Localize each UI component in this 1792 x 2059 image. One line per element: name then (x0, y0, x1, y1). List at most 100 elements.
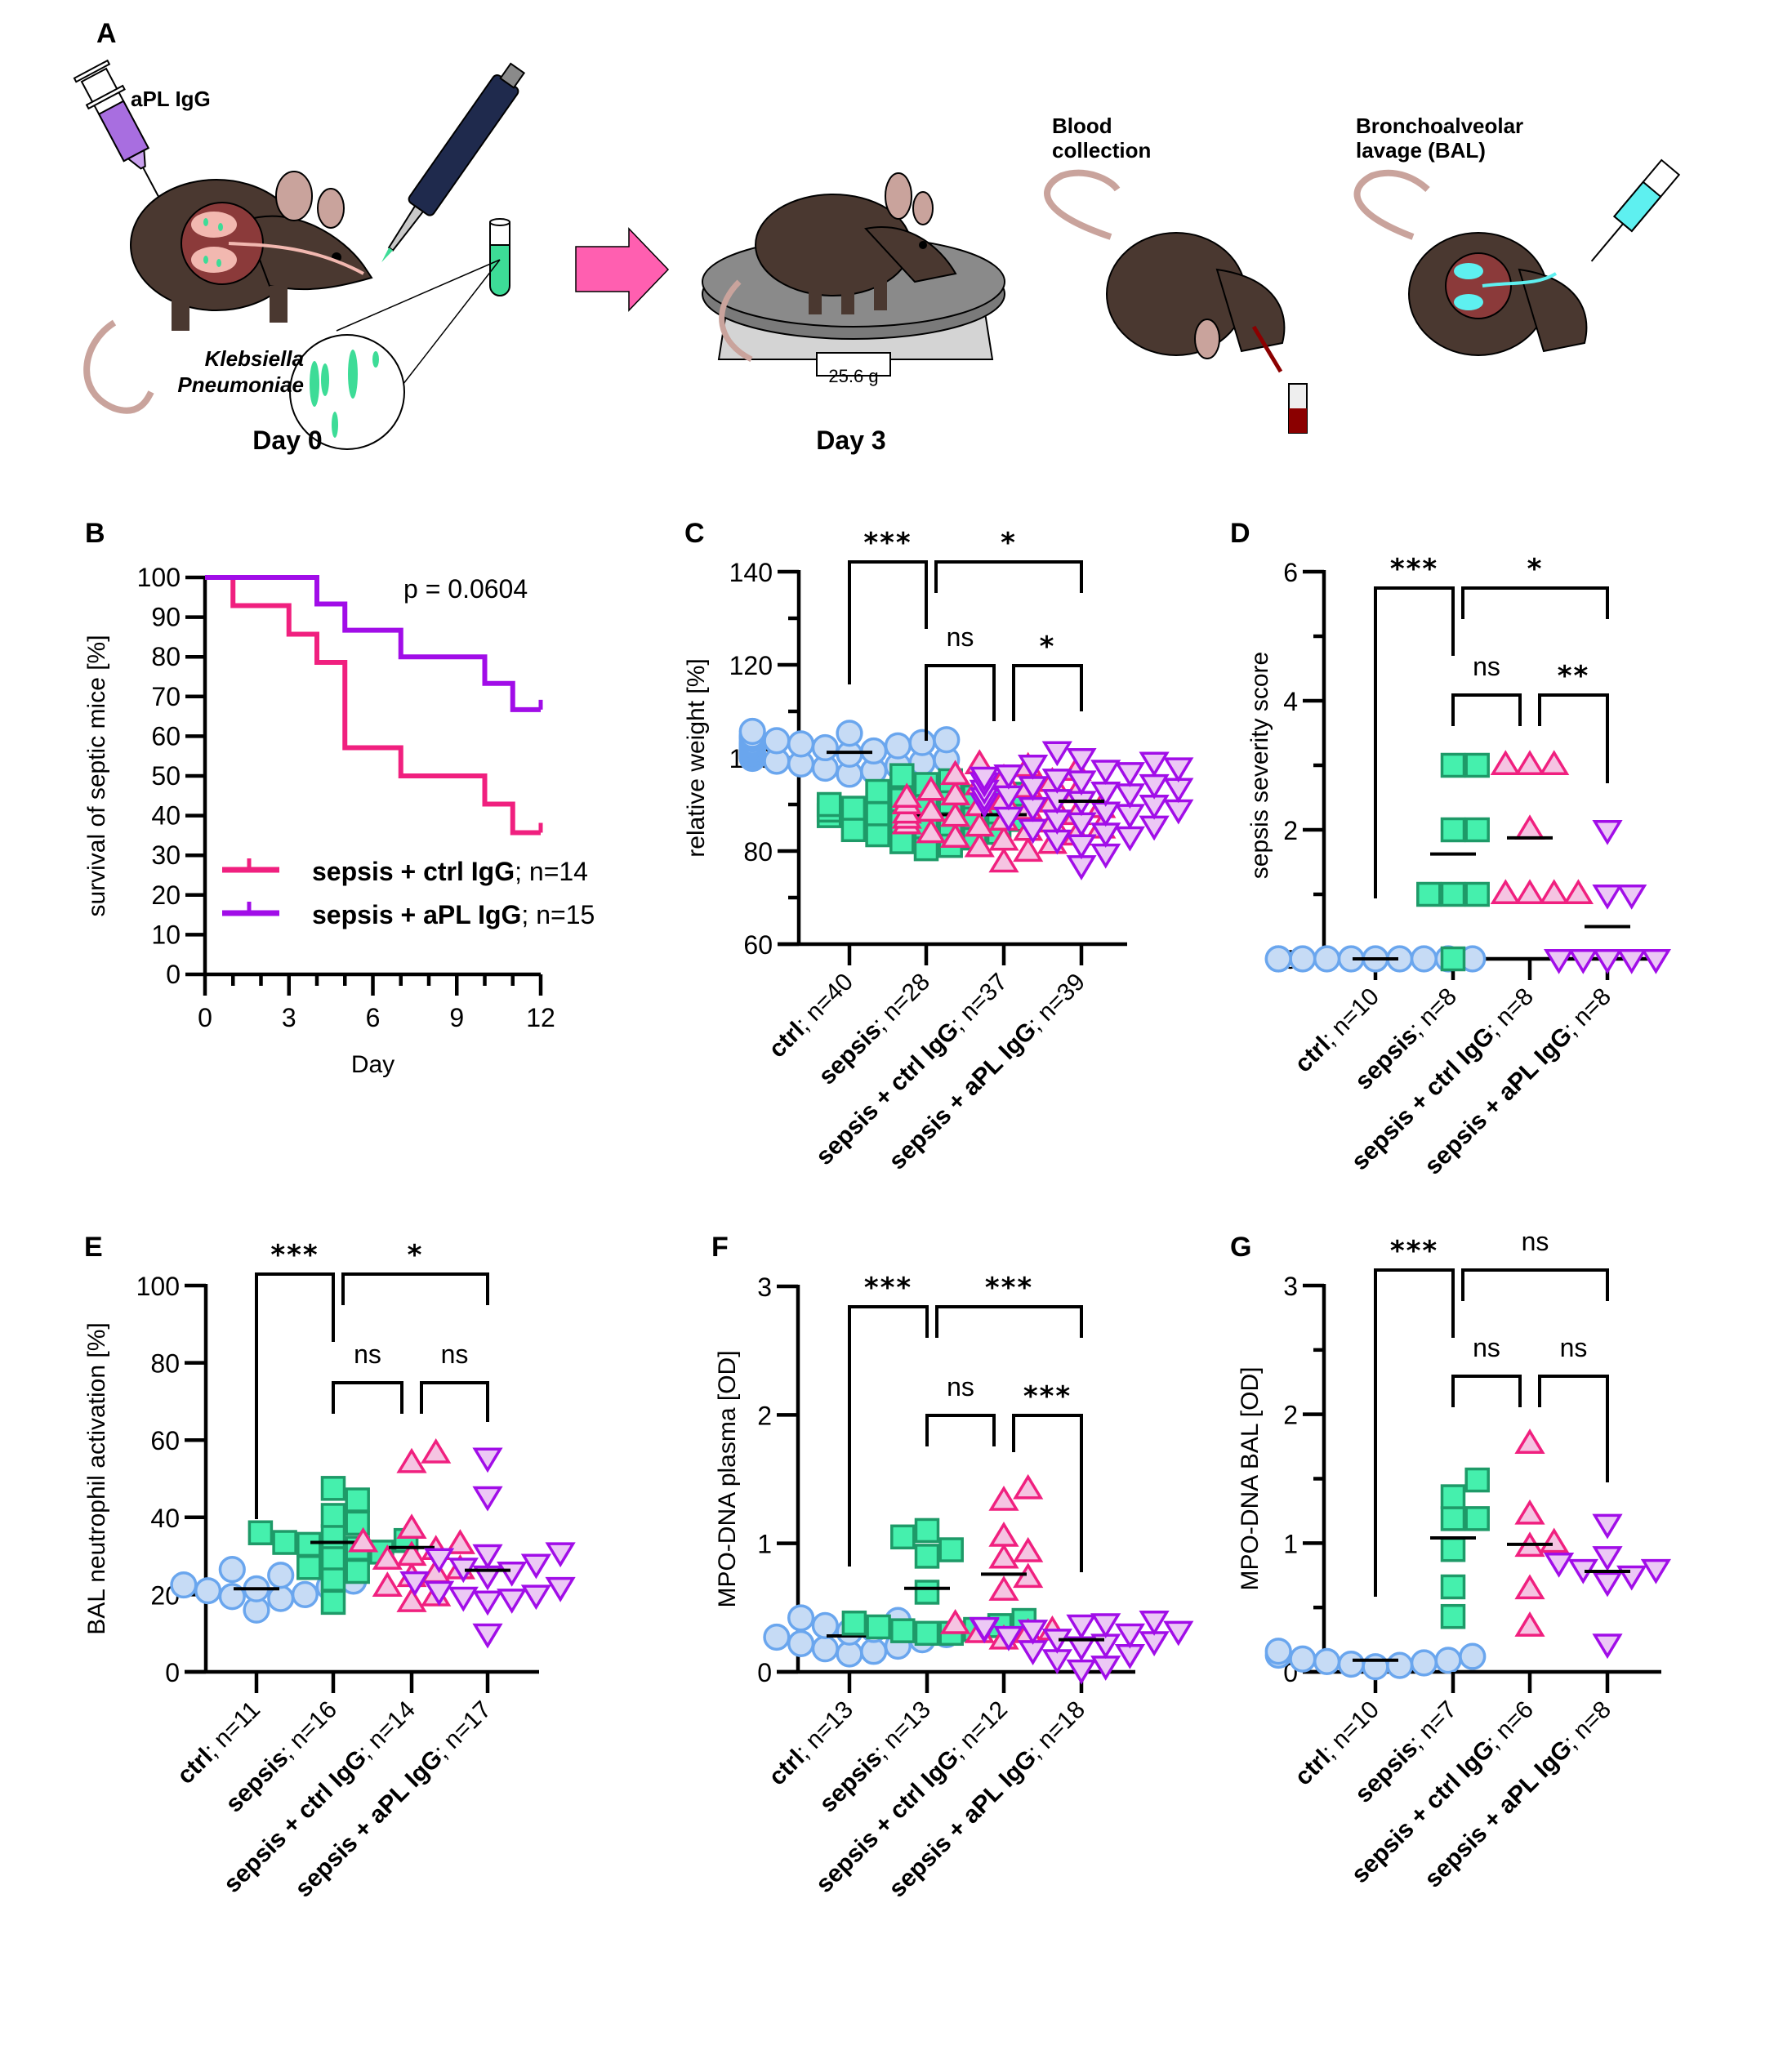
legend-label-bold: sepsis + aPL IgG (312, 900, 521, 929)
significance-label: ** (1558, 660, 1590, 693)
data-point-triangle-down (545, 1576, 576, 1602)
data-point-square (247, 1520, 274, 1545)
data-point-triangle-up (1013, 836, 1044, 862)
data-point-square (1440, 946, 1466, 972)
panel-letter-d: D (1230, 518, 1250, 549)
data-point-circle (218, 1556, 246, 1584)
data-point-triangle-up (1013, 1473, 1044, 1500)
data-point-square (1464, 817, 1490, 843)
significance-bracket (1451, 693, 1522, 726)
pipette-icon (381, 62, 526, 263)
data-point-triangle-down (1017, 1620, 1049, 1645)
data-point-square (296, 1531, 322, 1558)
significance-bracket (255, 1272, 335, 1519)
data-point-triangle-down (1090, 1656, 1121, 1681)
blood-label-line2: collection (1052, 138, 1151, 163)
p-value-annotation: p = 0.0604 (403, 574, 528, 604)
significance-label: ns (441, 1339, 469, 1369)
syringe-icon (73, 59, 168, 213)
y-axis-title: survival of septic mice [%] (83, 635, 110, 916)
data-point-triangle-down (520, 1553, 552, 1580)
data-point-triangle-down (1640, 948, 1672, 974)
significance-label: * (1040, 631, 1056, 663)
y-tick-label: 1 (757, 1530, 772, 1559)
data-point-triangle-down (399, 1571, 430, 1597)
y-tick-label: 1 (1283, 1529, 1298, 1558)
significance-label: ns (1522, 1227, 1549, 1256)
panel-letter-e: E (84, 1232, 103, 1263)
data-point-triangle-down (1090, 760, 1121, 786)
data-point-square (890, 1618, 916, 1643)
significance-bracket (1012, 1414, 1083, 1572)
significance-label: *** (270, 1239, 319, 1272)
data-point-triangle-down (1567, 948, 1598, 974)
category-name: sepsis (814, 1017, 886, 1090)
data-point-triangle-down (1066, 747, 1097, 773)
blood-label-line1: Blood (1052, 114, 1112, 138)
category-name: sepsis + aPL IgG (1420, 1735, 1577, 1892)
data-point-triangle-up (372, 1571, 403, 1597)
syringe-label: aPL IgG (131, 87, 211, 111)
y-tick-label: 70 (151, 682, 181, 711)
significance-label: ns (947, 1372, 974, 1402)
y-tick-label: 3 (757, 1272, 772, 1302)
data-point-square (865, 778, 890, 804)
arrow-right-icon (575, 227, 670, 312)
y-tick-label: 40 (151, 801, 181, 831)
bacteria-label-line1: Klebsiella (205, 346, 304, 371)
data-point-square (1464, 881, 1490, 907)
y-tick-label: 80 (151, 642, 181, 671)
data-point-triangle-up (396, 1540, 427, 1567)
category-name: sepsis + aPL IgG (884, 1017, 1041, 1174)
data-point-triangle-up (916, 796, 947, 822)
significance-label: ns (354, 1339, 381, 1369)
data-point-square (890, 1524, 916, 1550)
data-point-triangle-down (1114, 762, 1146, 787)
data-point-square (840, 796, 867, 821)
significance-label: ns (947, 622, 974, 652)
data-point-triangle-up (1490, 750, 1521, 776)
data-point-triangle-down (472, 1590, 503, 1616)
data-point-square (296, 1555, 322, 1580)
data-point-circle (763, 727, 791, 755)
panel-letter-f: F (711, 1232, 729, 1263)
data-point-triangle-down (1139, 1611, 1170, 1636)
data-point-triangle-down (1090, 843, 1121, 869)
panel-letter-c: C (684, 518, 705, 549)
data-point-circle (908, 729, 936, 756)
data-point-square (865, 822, 890, 848)
y-tick-label: 100 (137, 563, 181, 592)
data-point-triangle-up (939, 822, 971, 849)
data-point-triangle-down (520, 1584, 552, 1611)
data-point-triangle-down (1163, 757, 1194, 783)
data-point-triangle-up (988, 847, 1019, 873)
data-point-square (1440, 1484, 1466, 1509)
x-tick-label: 0 (198, 1003, 212, 1032)
data-point-square (914, 1544, 940, 1569)
data-point-triangle-down (1616, 948, 1647, 974)
data-point-circle (194, 1577, 222, 1605)
data-point-triangle-down (1616, 884, 1647, 910)
data-point-triangle-down (1139, 815, 1170, 841)
bal-label-line1: Bronchoalveolar (1356, 114, 1523, 138)
significance-label: * (408, 1239, 424, 1272)
data-point-triangle-down (1041, 769, 1072, 794)
data-point-triangle-down (1543, 948, 1575, 974)
significance-label: *** (1023, 1380, 1072, 1413)
data-point-triangle-up (988, 1522, 1019, 1547)
data-point-triangle-down (1543, 1552, 1575, 1578)
y-tick-label: 20 (151, 880, 181, 910)
data-point-circle (1264, 1638, 1292, 1665)
data-point-triangle-up (891, 782, 922, 809)
data-point-circle (1459, 1642, 1487, 1670)
x-axis-title: Day (351, 1051, 395, 1078)
significance-bracket (925, 1414, 996, 1446)
category-name: sepsis + ctrl IgG (811, 1745, 965, 1898)
significance-bracket (1374, 586, 1455, 898)
data-point-circle (787, 1604, 815, 1632)
data-point-triangle-up (1490, 879, 1521, 905)
survival-curve-1 (205, 575, 541, 712)
significance-label: ns (1473, 652, 1500, 681)
y-tick-label: 2 (757, 1401, 772, 1430)
data-point-triangle-up (396, 1447, 427, 1473)
